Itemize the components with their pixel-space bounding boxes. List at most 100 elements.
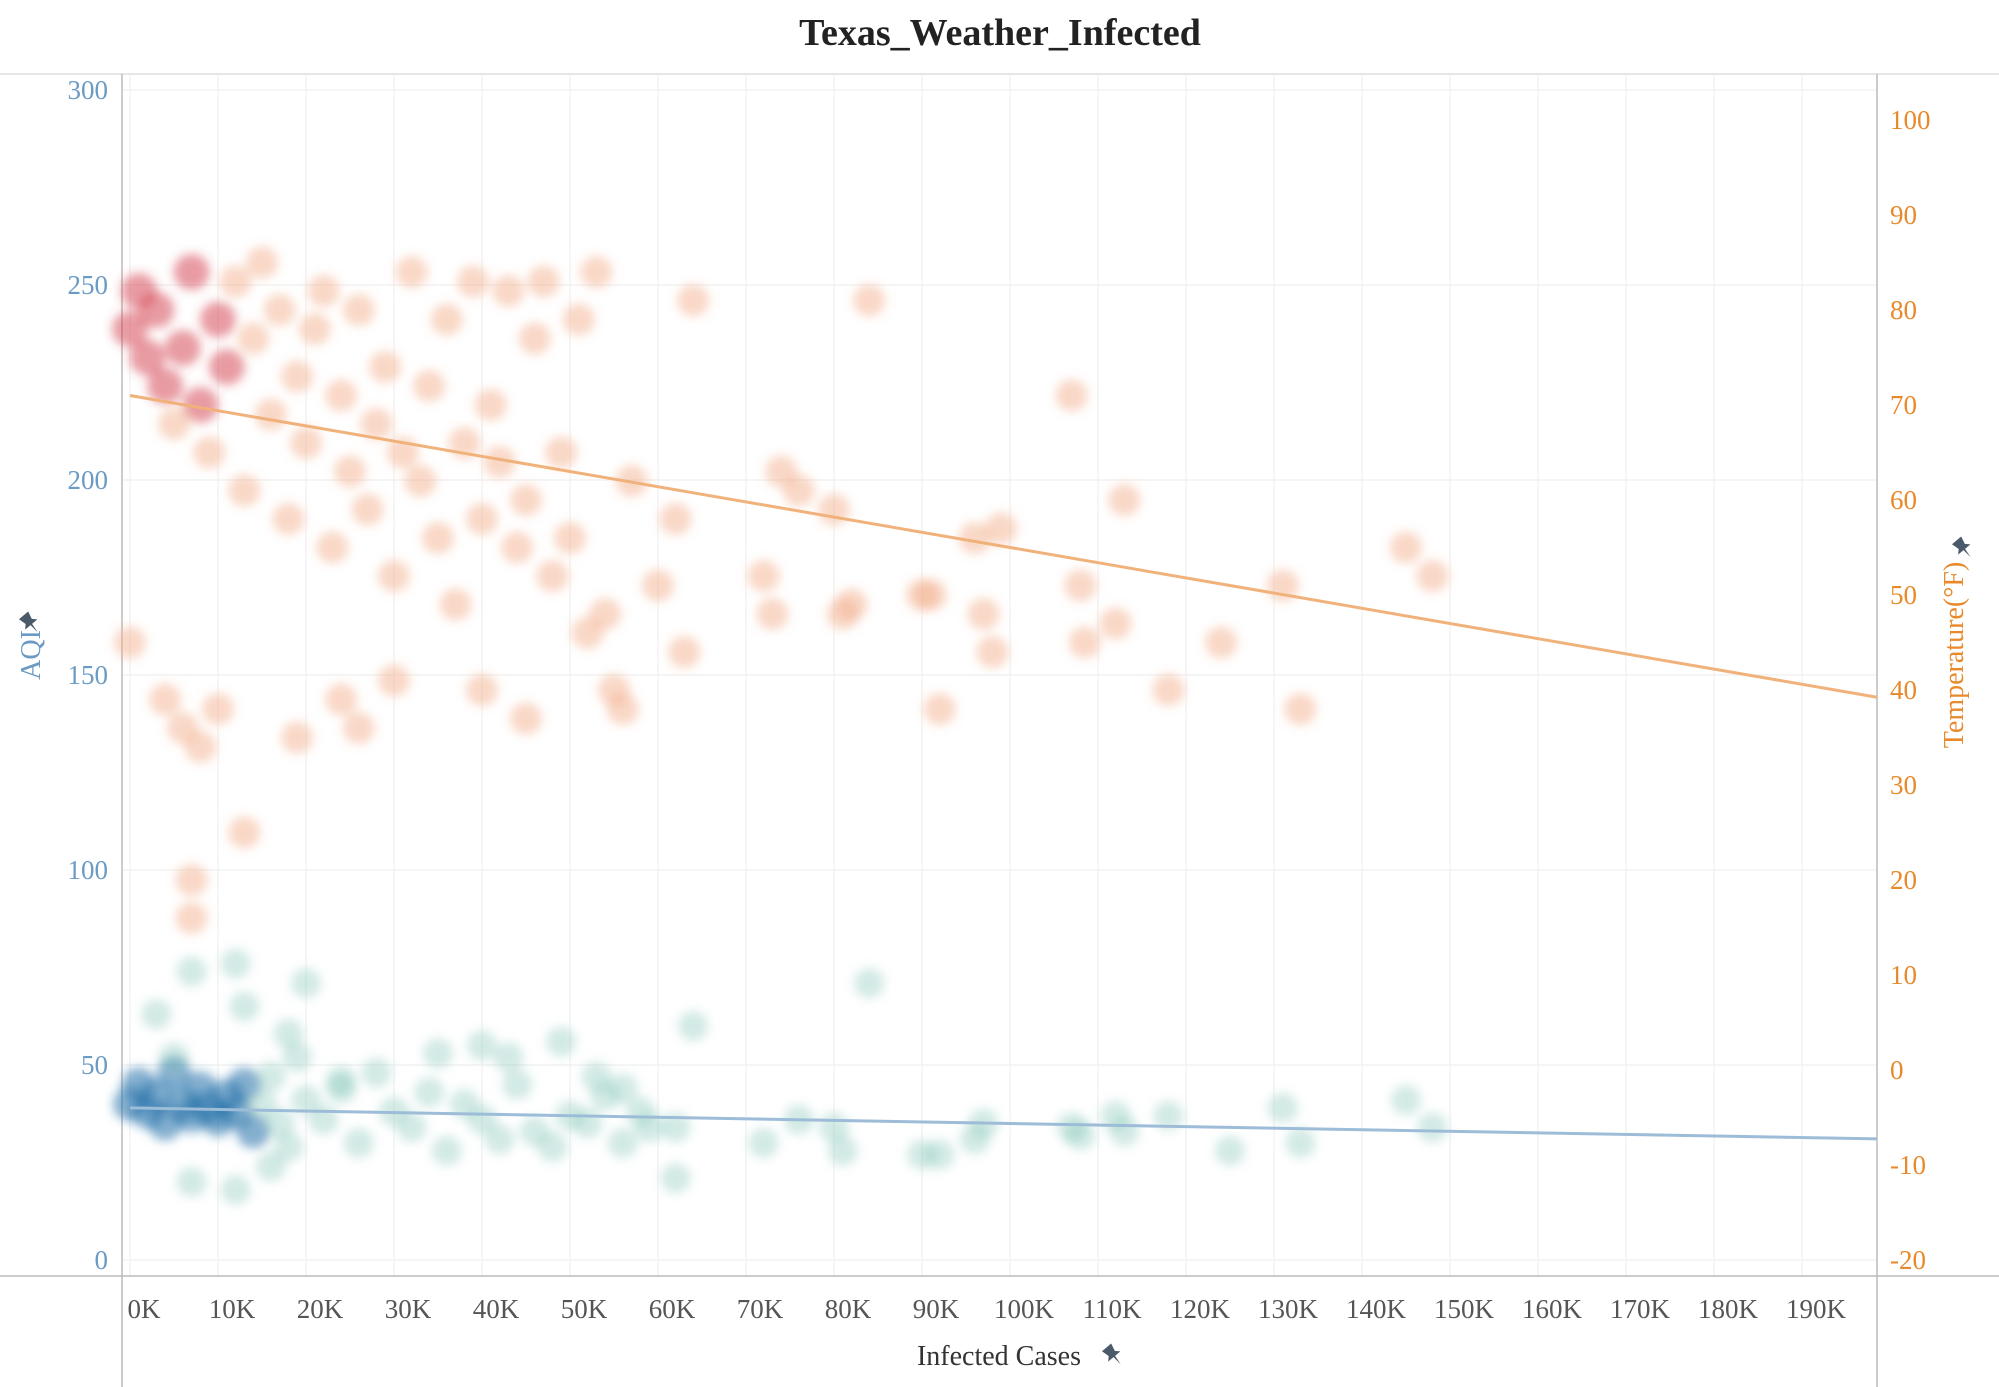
temperature-point bbox=[492, 275, 525, 307]
pin-icon-left[interactable] bbox=[17, 610, 43, 637]
aqi-point bbox=[607, 1073, 638, 1104]
left-tick-label: 150 bbox=[68, 660, 109, 690]
left-axis-ticks: 0 50 100 150 200 250 300 bbox=[68, 75, 109, 1275]
temperature-point bbox=[307, 275, 340, 307]
temperature-point bbox=[208, 349, 245, 385]
temperature-point bbox=[677, 284, 710, 317]
aqi-point bbox=[581, 1061, 612, 1092]
aqi-point bbox=[1215, 1135, 1245, 1166]
temperature-point bbox=[182, 387, 219, 423]
temperature-point bbox=[378, 560, 410, 592]
temperature-point bbox=[138, 292, 175, 328]
aqi-point bbox=[414, 1077, 445, 1108]
aqi-point bbox=[546, 1026, 577, 1057]
temperature-point bbox=[378, 664, 410, 697]
pin-icon-x[interactable] bbox=[1100, 1342, 1126, 1369]
temperature-point bbox=[112, 311, 148, 347]
aqi-point bbox=[572, 1108, 603, 1139]
temperature-point bbox=[281, 360, 314, 393]
aqi-point bbox=[1285, 1128, 1316, 1158]
aqi-point bbox=[343, 1128, 374, 1158]
x-tick-label: 100K bbox=[994, 1294, 1055, 1324]
temperature-point bbox=[129, 339, 166, 376]
temperature-point bbox=[316, 531, 349, 564]
aqi-point bbox=[660, 1112, 691, 1143]
x-tick-label: 150K bbox=[1434, 1294, 1495, 1324]
aqi-point bbox=[1391, 1085, 1421, 1116]
temperature-point bbox=[272, 503, 305, 535]
left-axis-label-group: AQI bbox=[16, 630, 47, 680]
temperature-point bbox=[466, 674, 498, 706]
temperature-point bbox=[228, 816, 261, 849]
temperature-point bbox=[835, 588, 868, 621]
temperature-point bbox=[158, 408, 190, 440]
temperature-point bbox=[413, 370, 446, 402]
temperature-point bbox=[466, 503, 498, 535]
left-tick-label: 100 bbox=[68, 855, 109, 885]
temperature-point bbox=[510, 484, 542, 516]
temperature-point bbox=[756, 598, 789, 630]
aqi-point bbox=[220, 1174, 251, 1205]
aqi-point bbox=[273, 1131, 304, 1162]
aqi-point bbox=[159, 1042, 189, 1073]
aqi-point bbox=[264, 1108, 295, 1139]
x-tick-label: 20K bbox=[297, 1294, 344, 1324]
temperature-point bbox=[527, 265, 560, 298]
temperature-point bbox=[342, 712, 375, 744]
right-tick-label: 50 bbox=[1890, 580, 1917, 610]
aqi-point bbox=[431, 1135, 462, 1166]
pin-icon-right[interactable] bbox=[1950, 535, 1976, 562]
aqi-point bbox=[678, 1011, 709, 1041]
temperature-point bbox=[290, 427, 322, 459]
temperature-point bbox=[501, 531, 534, 564]
x-tick-label: 180K bbox=[1698, 1294, 1759, 1324]
right-axis-ticks: -20 -10 0 10 20 30 40 50 60 70 80 90 100 bbox=[1890, 105, 1931, 1275]
temperature-point bbox=[114, 626, 146, 659]
temperature-point bbox=[545, 436, 578, 469]
temperature-point bbox=[580, 256, 613, 288]
aqi-point bbox=[176, 1167, 207, 1197]
temperature-point bbox=[175, 902, 208, 934]
right-tick-label: -20 bbox=[1890, 1245, 1926, 1275]
right-axis-label: Temperature(°F) bbox=[1939, 562, 1970, 748]
aqi-point bbox=[291, 1085, 321, 1116]
x-tick-label: 160K bbox=[1522, 1294, 1583, 1324]
aqi-point bbox=[396, 1112, 427, 1143]
aqi-point bbox=[361, 1057, 392, 1088]
temperature-point bbox=[1152, 674, 1185, 706]
temperature-point bbox=[334, 455, 366, 488]
aqi-point bbox=[493, 1042, 524, 1073]
x-tick-label: 170K bbox=[1610, 1294, 1671, 1324]
aqi-point bbox=[1109, 1116, 1140, 1147]
temperature-point bbox=[782, 474, 815, 507]
aqi-point bbox=[423, 1038, 453, 1069]
temperature-point bbox=[589, 598, 622, 630]
temperature-point bbox=[422, 522, 454, 554]
x-tick-label: 60K bbox=[649, 1294, 696, 1324]
aqi-point bbox=[537, 1131, 568, 1162]
grid-lines bbox=[122, 74, 1877, 1276]
temperature-point bbox=[853, 284, 886, 317]
temperature-point bbox=[149, 683, 182, 716]
left-tick-label: 300 bbox=[68, 75, 109, 105]
aqi-point bbox=[484, 1124, 515, 1155]
temperature-point bbox=[175, 864, 208, 896]
temperature-point bbox=[325, 683, 358, 716]
temperature-point bbox=[246, 246, 278, 279]
aqi-point bbox=[634, 1112, 665, 1143]
x-tick-label: 190K bbox=[1786, 1294, 1847, 1324]
temperature-point bbox=[923, 693, 956, 725]
temperature-point bbox=[457, 265, 490, 298]
aqi-point bbox=[467, 1030, 497, 1061]
temperature-point bbox=[985, 512, 1018, 545]
right-tick-label: 40 bbox=[1890, 675, 1917, 705]
temperature-points-layer bbox=[112, 246, 1449, 934]
aqi-point bbox=[273, 1018, 304, 1049]
temperature-point bbox=[351, 493, 384, 526]
temperature-point bbox=[967, 598, 1000, 630]
aqi-point bbox=[1417, 1112, 1448, 1143]
right-tick-label: 0 bbox=[1890, 1055, 1904, 1085]
x-tick-label: 30K bbox=[385, 1294, 432, 1324]
aqi-point bbox=[660, 1163, 691, 1194]
temperature-point bbox=[164, 330, 201, 366]
